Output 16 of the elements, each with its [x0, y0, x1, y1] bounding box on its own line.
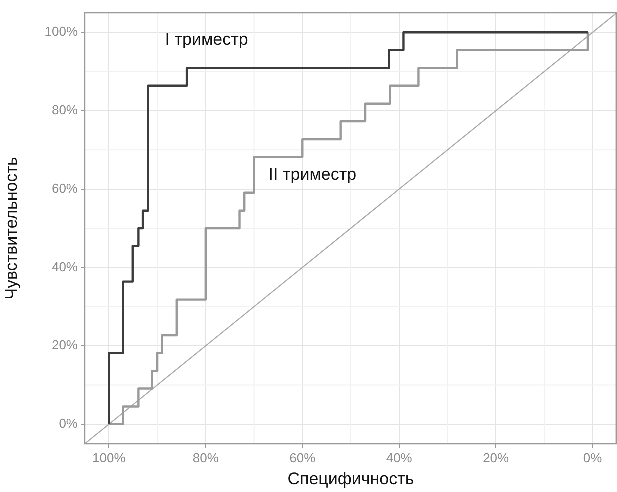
- x-tick-label: 40%: [386, 450, 413, 466]
- y-tick-label: 40%: [52, 259, 78, 274]
- x-axis-title: Специфичность: [288, 469, 414, 488]
- y-tick-label: 0%: [59, 416, 78, 431]
- x-tick-label: 60%: [290, 450, 316, 466]
- y-axis-title: Чувствительность: [2, 156, 21, 300]
- x-tick-label: 20%: [483, 450, 510, 466]
- y-tick-label: 20%: [52, 338, 78, 353]
- y-tick-label: 100%: [44, 24, 78, 40]
- x-tick-label: 0%: [583, 450, 603, 466]
- series-label: II триместр: [268, 164, 357, 184]
- series-label: I триместр: [165, 30, 248, 50]
- x-tick-label: 80%: [192, 450, 220, 466]
- y-tick-label: 60%: [52, 180, 78, 196]
- x-tick-label: 100%: [92, 450, 126, 466]
- y-tick-label: 80%: [52, 102, 78, 118]
